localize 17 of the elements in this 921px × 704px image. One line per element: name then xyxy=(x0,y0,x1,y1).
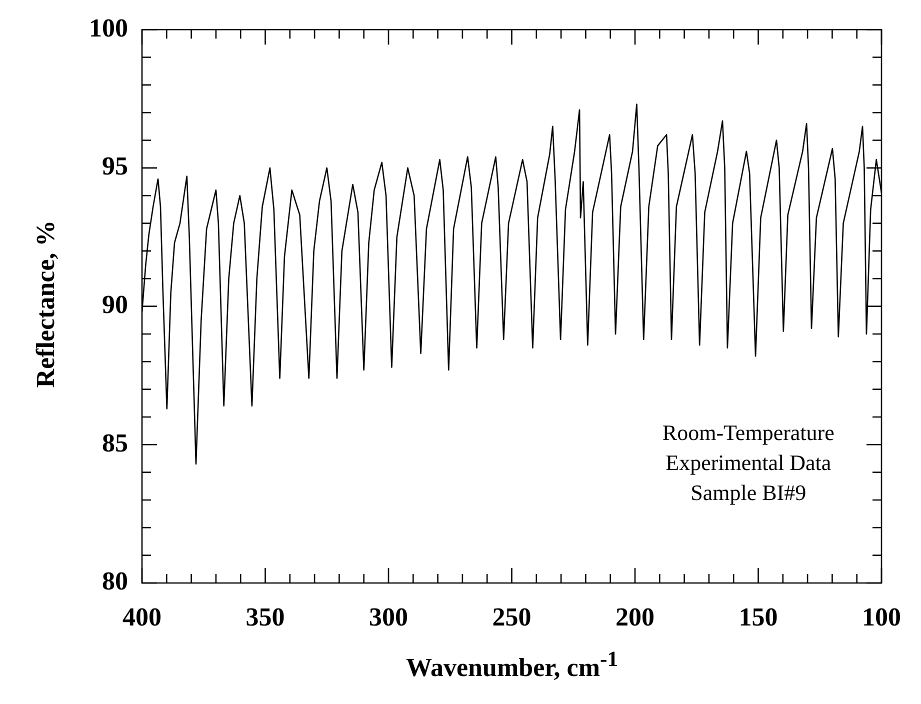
y-axis-title: Reflectance, % xyxy=(31,220,61,388)
x-tick-label: 100 xyxy=(862,602,901,632)
y-tick-label: 90 xyxy=(102,290,128,320)
y-tick-label: 80 xyxy=(102,566,128,596)
x-tick-label: 250 xyxy=(492,602,532,632)
y-tick-label: 85 xyxy=(102,428,128,458)
annotation: Room-Temperature xyxy=(662,420,834,445)
x-tick-label: 200 xyxy=(616,602,654,632)
x-tick-label: 150 xyxy=(738,602,778,632)
x-tick-label: 300 xyxy=(369,602,408,632)
annotation: Experimental Data xyxy=(666,450,832,475)
x-tick-label: 400 xyxy=(122,602,162,632)
y-tick-label: 95 xyxy=(102,152,128,181)
annotation: Sample BI#9 xyxy=(690,480,806,505)
y-tick-label: 100 xyxy=(89,13,128,42)
x-tick-label: 350 xyxy=(246,602,285,632)
x-axis-title: Wavenumber, cm$^{-1}$ xyxy=(406,647,618,683)
